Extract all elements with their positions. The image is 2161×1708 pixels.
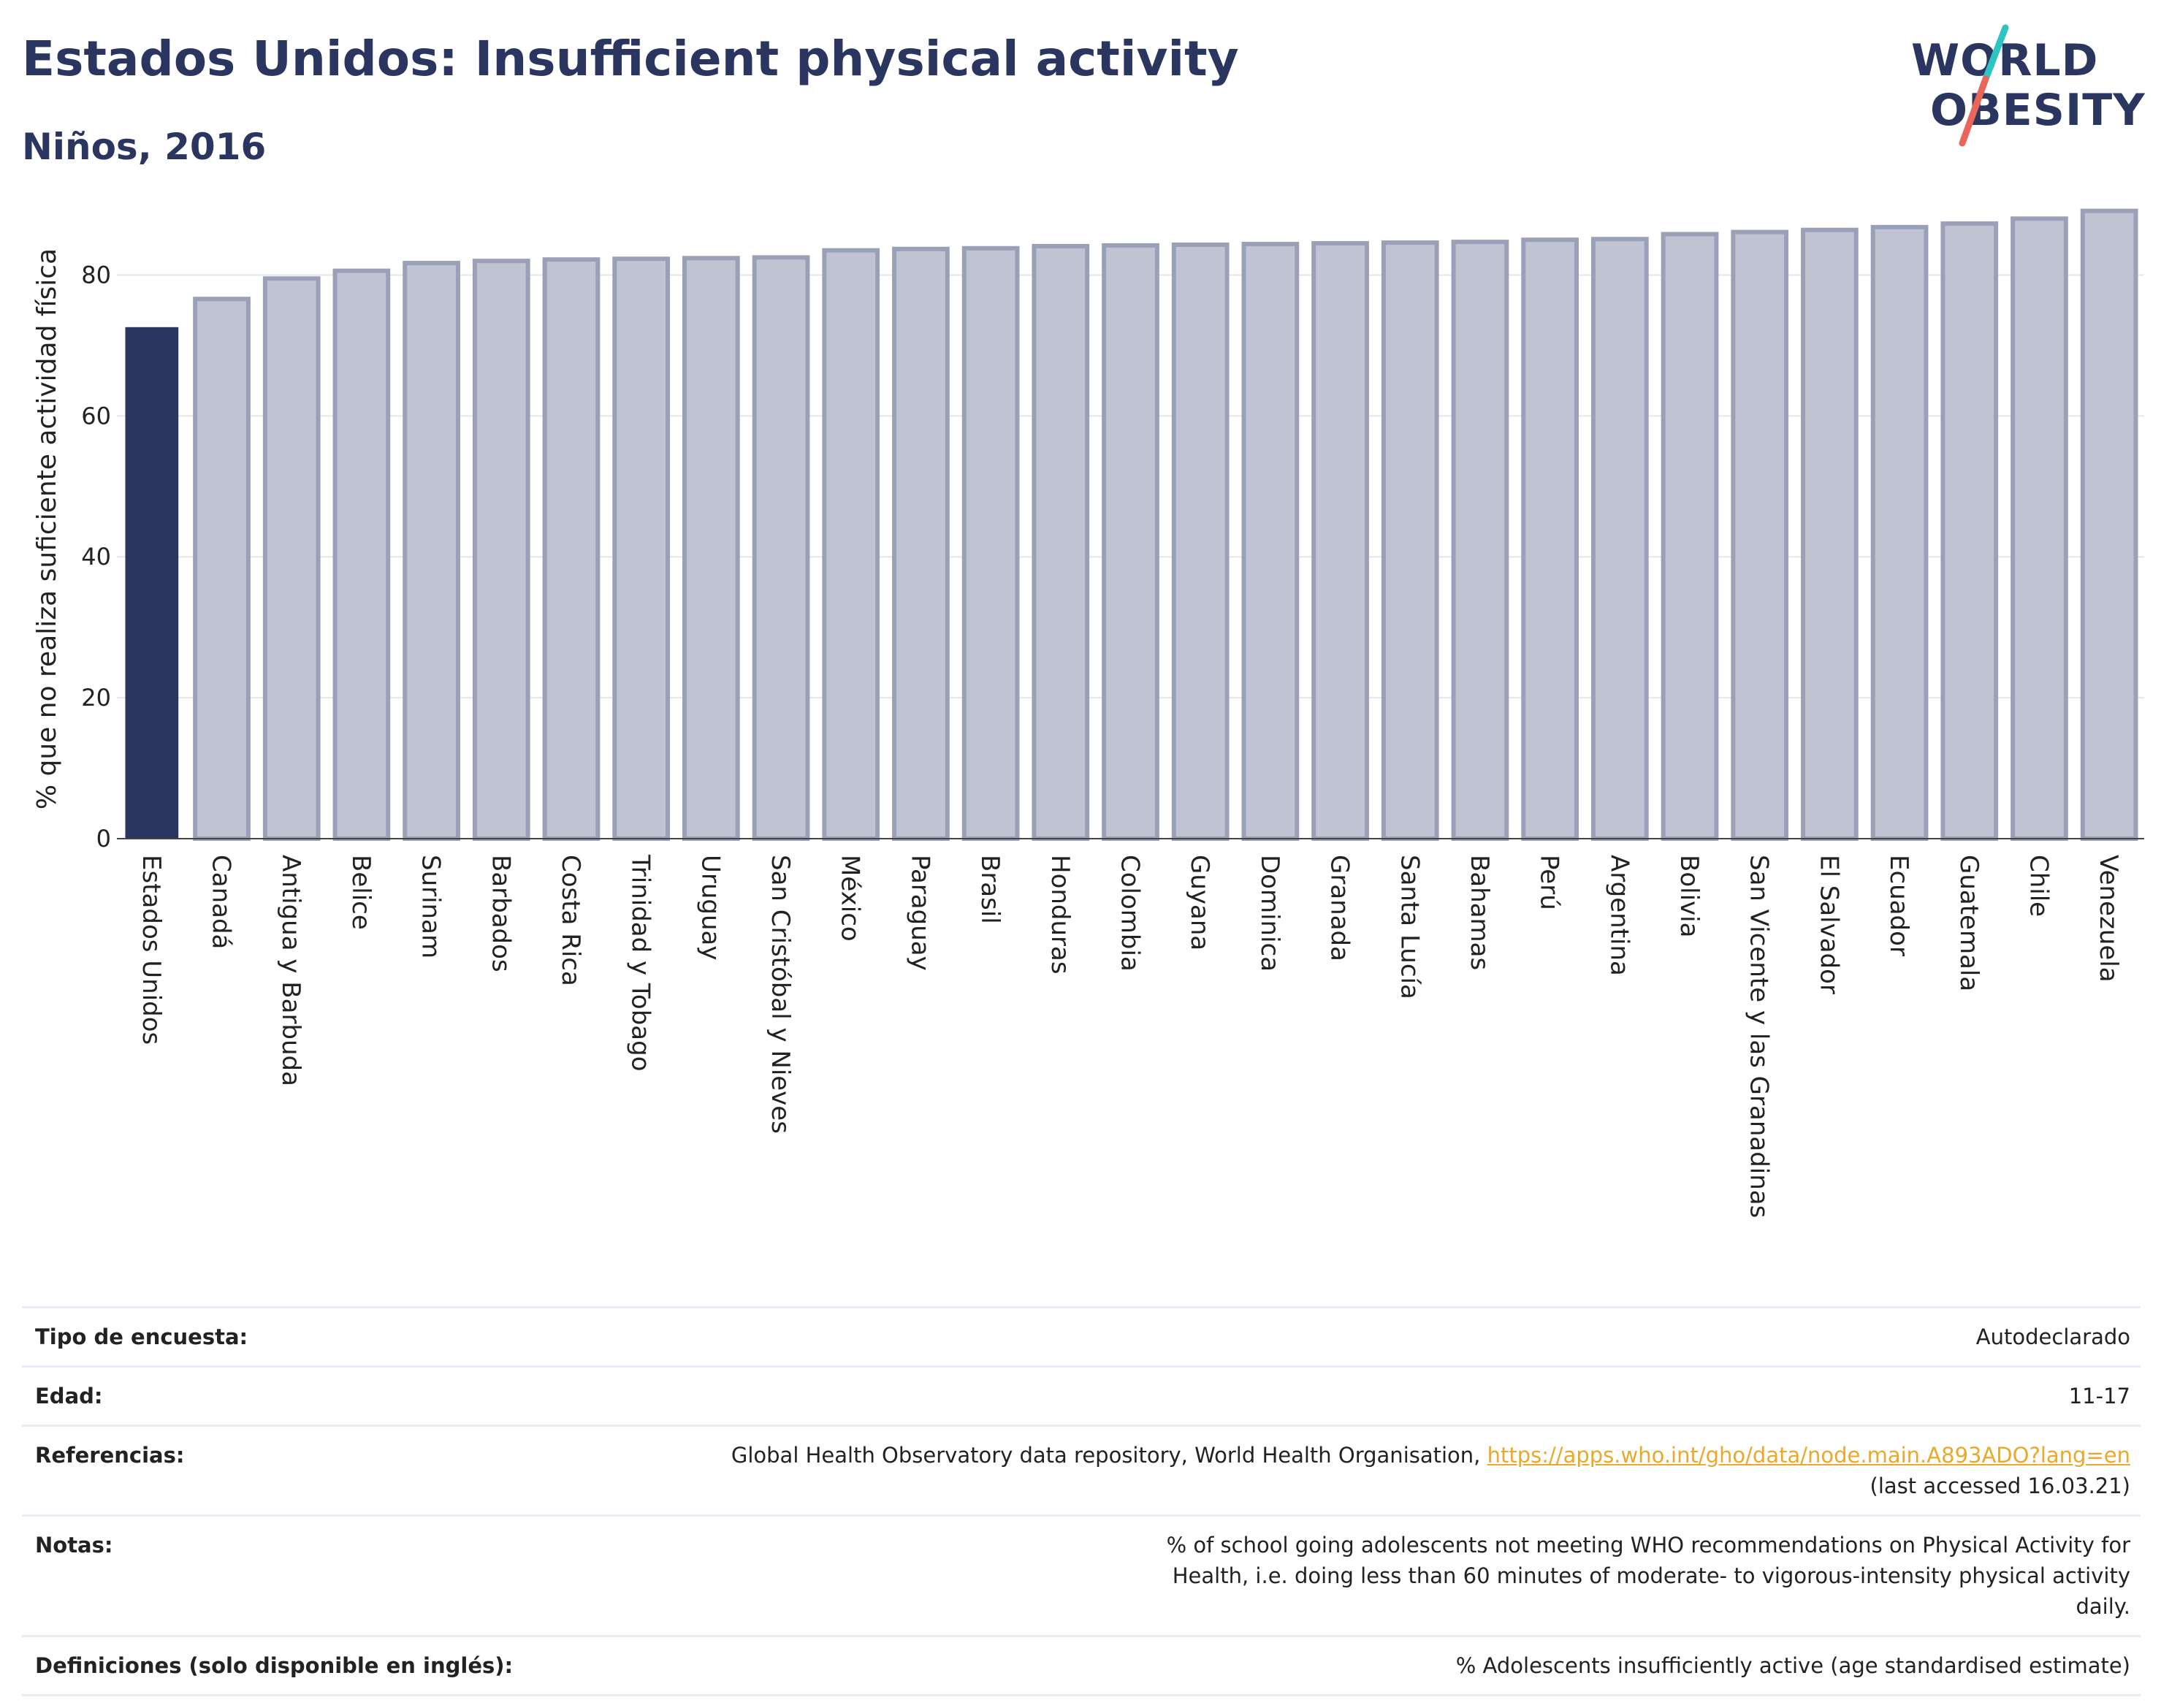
x-tick-label: Colombia	[1116, 855, 1145, 972]
meta-label: Tipo de encuesta:	[35, 1324, 248, 1349]
bar	[612, 256, 671, 842]
x-tick-label: Bolivia	[1674, 855, 1704, 937]
meta-row-notes: Notas: % of school going adolescents not…	[22, 1515, 2141, 1636]
meta-value: Autodeclarado	[1975, 1324, 2130, 1349]
bar	[1102, 243, 1159, 841]
x-tick-label: Guyana	[1185, 855, 1214, 950]
x-tick-label: Guatemala	[1954, 855, 1983, 991]
x-tick-label: Trinidad y Tobago	[626, 854, 655, 1072]
bar	[1590, 237, 1649, 842]
meta-label: Edad:	[35, 1384, 103, 1408]
meta-value: % Adolescents insufficiently active (age…	[1455, 1653, 2130, 1678]
reference-link[interactable]: https://apps.who.int/gho/data/node.main.…	[1487, 1443, 2130, 1468]
y-tick-label: 0	[96, 825, 111, 853]
meta-label: Referencias:	[35, 1443, 185, 1468]
meta-row-age: Edad: 11-17	[22, 1366, 2141, 1426]
x-tick-label: Barbados	[486, 855, 515, 972]
reference-text: Global Health Observatory data repositor…	[731, 1443, 1487, 1468]
bar-chart: 0 20 40 60 80 % que no realiza suficiente act…	[32, 208, 2144, 1218]
bar	[961, 245, 1020, 842]
bar	[1940, 221, 1999, 842]
meta-row-references: Referencias: Global Health Observatory d…	[22, 1425, 2141, 1516]
bar	[1171, 242, 1230, 842]
x-tick-label: Surinam	[416, 855, 446, 958]
x-tick-label: Paraguay	[905, 855, 934, 971]
bar	[1731, 229, 1789, 841]
bar	[193, 297, 251, 842]
metadata-table: Tipo de encuesta: Autodeclarado Edad: 11…	[22, 1306, 2141, 1696]
x-tick-label: Dominica	[1255, 855, 1284, 972]
bar	[682, 256, 740, 841]
meta-value: 11-17	[2068, 1384, 2130, 1408]
x-tick-label: Perú	[1535, 855, 1564, 910]
x-tick-label: El Salvador	[1814, 855, 1843, 994]
reference-accessed: (last accessed 16.03.21)	[1870, 1473, 2130, 1498]
bar	[472, 259, 530, 841]
x-tick-label: Granada	[1325, 855, 1354, 961]
bar	[1241, 242, 1300, 841]
x-tick-label: Honduras	[1045, 855, 1075, 975]
bar	[403, 261, 460, 841]
y-axis-title: % que no realiza suficiente actividad fí…	[32, 248, 62, 809]
x-tick-label: Chile	[2024, 855, 2053, 917]
bar	[1801, 227, 1859, 842]
bar	[1521, 237, 1579, 841]
x-tick-label: Uruguay	[695, 855, 725, 961]
bar	[1661, 232, 1719, 842]
bar	[1032, 243, 1090, 841]
bar	[125, 327, 179, 839]
y-tick-label: 40	[81, 543, 111, 571]
page-subtitle: Niños, 2016	[22, 126, 267, 168]
bar	[1381, 240, 1439, 841]
logo-line-1: WORLD	[1911, 35, 2099, 86]
bar	[892, 246, 950, 841]
bar	[1451, 240, 1509, 842]
bar	[752, 255, 810, 842]
x-tick-label: Bahamas	[1465, 855, 1494, 970]
meta-label: Notas:	[35, 1533, 113, 1558]
meta-value: Global Health Observatory data repositor…	[620, 1426, 2141, 1516]
meta-label: Definiciones (solo disponible en inglés)…	[35, 1653, 514, 1678]
x-tick-label: Brasil	[975, 855, 1005, 924]
bar	[822, 248, 880, 841]
bar	[262, 276, 321, 841]
x-tick-label: Ecuador	[1884, 855, 1913, 956]
x-tick-label: Venezuela	[2094, 855, 2123, 983]
x-tick-label: San Vicente y las Granadinas	[1745, 855, 1774, 1218]
y-tick-label: 60	[81, 402, 111, 430]
bar	[2011, 216, 2068, 842]
x-tick-label: Estados Unidos	[137, 855, 166, 1045]
x-tick-label: San Cristóbal y Nieves	[766, 855, 795, 1134]
x-tick-label: México	[836, 855, 865, 942]
y-tick-label: 80	[81, 261, 111, 289]
x-tick-label: Santa Lucía	[1395, 855, 1424, 999]
world-obesity-logo: WORLD OBESITY	[1899, 20, 2148, 159]
x-tick-label: Canadá	[207, 855, 236, 949]
bar	[1870, 224, 1929, 841]
meta-value: % of school going adolescents not meetin…	[1166, 1533, 2130, 1619]
bar	[1311, 241, 1369, 842]
x-tick-label: Costa Rica	[556, 855, 585, 986]
meta-row-definitions: Definiciones (solo disponible en inglés)…	[22, 1636, 2141, 1696]
logo-slash-icon	[1959, 24, 2009, 147]
x-tick-label: Antigua y Barbuda	[276, 855, 305, 1086]
bar	[542, 257, 601, 841]
page-title: Estados Unidos: Insufficient physical ac…	[22, 31, 1239, 87]
x-tick-label: Argentina	[1604, 855, 1634, 976]
bar	[332, 268, 391, 841]
bar	[2080, 208, 2138, 842]
y-tick-label: 20	[81, 684, 111, 712]
meta-row-survey-type: Tipo de encuesta: Autodeclarado	[22, 1307, 2141, 1367]
x-tick-label: Belice	[346, 855, 376, 930]
